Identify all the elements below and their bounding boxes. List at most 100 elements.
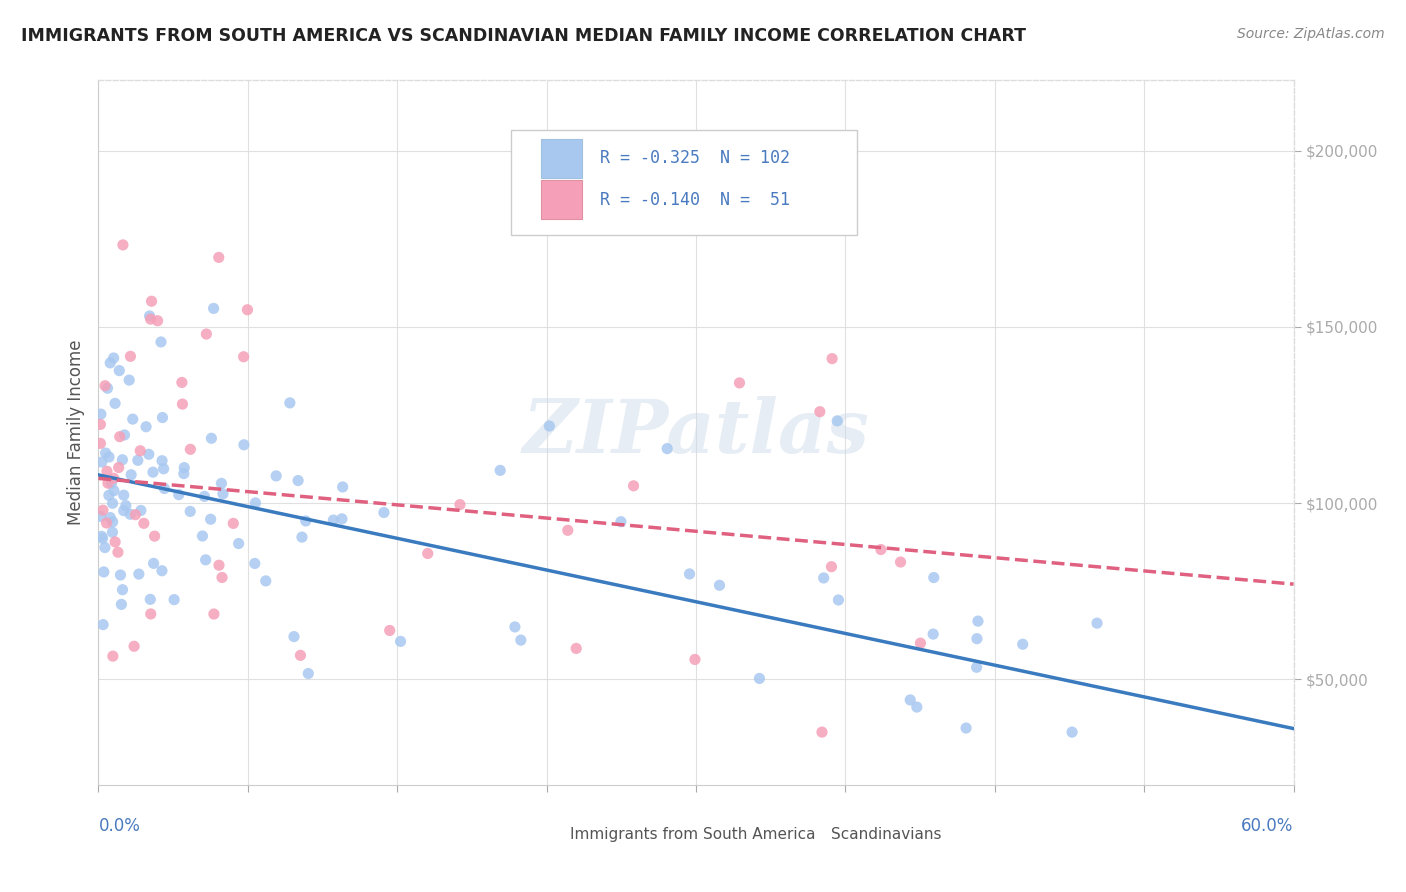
Point xyxy=(107,545,129,559)
Point xyxy=(813,571,835,585)
Point xyxy=(264,469,287,483)
Point xyxy=(209,476,232,491)
Point xyxy=(202,301,225,316)
Point xyxy=(449,498,471,512)
Point xyxy=(167,488,190,502)
FancyBboxPatch shape xyxy=(789,822,823,848)
Point xyxy=(120,349,142,363)
Text: R = -0.140  N =  51: R = -0.140 N = 51 xyxy=(600,191,790,209)
Text: Immigrants from South America: Immigrants from South America xyxy=(571,828,815,842)
Point xyxy=(170,376,193,390)
Point xyxy=(129,443,152,458)
Point xyxy=(748,672,770,686)
Point xyxy=(709,578,731,592)
Point xyxy=(683,652,706,666)
Point xyxy=(193,489,215,503)
Point xyxy=(135,419,157,434)
Point xyxy=(200,431,222,445)
FancyBboxPatch shape xyxy=(541,180,582,219)
Point xyxy=(139,607,162,621)
Point xyxy=(103,471,125,485)
Point xyxy=(254,574,277,588)
Point xyxy=(565,641,588,656)
Point xyxy=(129,503,152,517)
Point xyxy=(283,630,305,644)
Point xyxy=(101,496,124,510)
Point xyxy=(127,453,149,467)
Point xyxy=(297,666,319,681)
Point xyxy=(179,504,201,518)
Point xyxy=(120,467,142,482)
Point xyxy=(89,509,111,524)
Point xyxy=(889,555,911,569)
Point xyxy=(211,570,233,584)
Point xyxy=(121,412,143,426)
Point xyxy=(623,479,645,493)
Point xyxy=(322,513,344,527)
Point xyxy=(93,565,115,579)
Point xyxy=(1085,616,1108,631)
Point xyxy=(228,536,250,550)
Point xyxy=(96,464,118,478)
Point xyxy=(98,510,121,524)
Point xyxy=(825,414,848,428)
Point xyxy=(150,454,173,468)
Point xyxy=(91,503,114,517)
Point xyxy=(538,419,561,434)
Text: Source: ZipAtlas.com: Source: ZipAtlas.com xyxy=(1237,27,1385,41)
Point xyxy=(922,570,945,584)
Point xyxy=(172,397,194,411)
Point xyxy=(103,483,125,498)
Point xyxy=(115,499,138,513)
Point xyxy=(290,648,312,663)
Point xyxy=(287,474,309,488)
Point xyxy=(222,516,245,531)
Point xyxy=(489,463,512,477)
Point xyxy=(509,633,531,648)
Point xyxy=(827,593,849,607)
Point xyxy=(678,566,700,581)
Point xyxy=(139,312,162,326)
Point xyxy=(91,532,114,546)
Point xyxy=(94,378,117,392)
Point xyxy=(163,592,186,607)
Point xyxy=(98,356,121,370)
Point xyxy=(101,649,124,664)
Point xyxy=(100,476,122,491)
Point xyxy=(194,553,217,567)
Point xyxy=(200,512,222,526)
Point xyxy=(124,508,146,522)
Point xyxy=(98,450,121,464)
Point xyxy=(610,515,633,529)
Point xyxy=(153,482,176,496)
Point xyxy=(245,496,267,510)
FancyBboxPatch shape xyxy=(529,822,562,848)
Point xyxy=(97,488,120,502)
Point xyxy=(905,700,928,714)
Point xyxy=(141,294,163,309)
Point xyxy=(191,529,214,543)
Point xyxy=(90,407,112,421)
Point xyxy=(278,396,301,410)
Point xyxy=(91,617,114,632)
Point xyxy=(1011,637,1033,651)
Point xyxy=(128,567,150,582)
Point xyxy=(90,455,112,469)
Point xyxy=(898,693,921,707)
Point xyxy=(114,428,136,442)
Point xyxy=(232,350,254,364)
Text: 60.0%: 60.0% xyxy=(1241,817,1294,835)
Point xyxy=(173,460,195,475)
Point xyxy=(104,396,127,410)
Point xyxy=(101,515,124,529)
Text: ZIPatlas: ZIPatlas xyxy=(523,396,869,469)
Point xyxy=(104,535,127,549)
Point xyxy=(150,564,173,578)
FancyBboxPatch shape xyxy=(541,139,582,178)
Point xyxy=(243,557,266,571)
Point xyxy=(910,636,932,650)
Text: Scandinavians: Scandinavians xyxy=(831,828,942,842)
Point xyxy=(966,660,988,674)
Point xyxy=(236,302,259,317)
Point xyxy=(808,405,831,419)
